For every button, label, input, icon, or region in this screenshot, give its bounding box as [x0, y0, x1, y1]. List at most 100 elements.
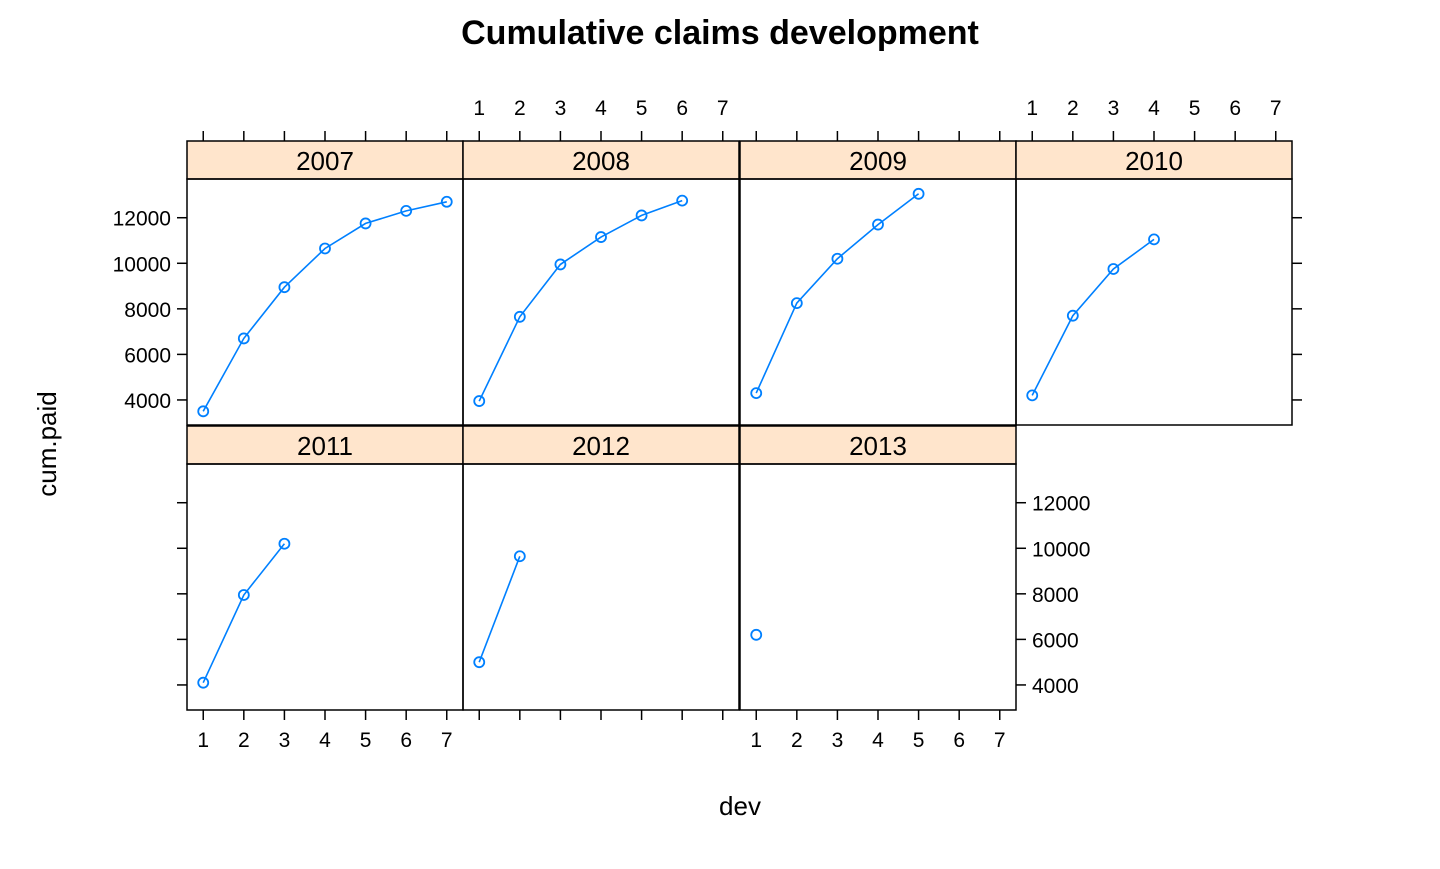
- x-tick-label: 4: [872, 729, 884, 752]
- x-tick-label: 1: [473, 97, 485, 120]
- y-tick-label: 12000: [113, 208, 171, 231]
- data-point-2011-1: [197, 676, 210, 689]
- panel-2012: 2012: [462, 425, 740, 711]
- plot-frame-2008: [462, 178, 740, 426]
- data-point-2010-4: [1148, 233, 1160, 246]
- x-tick-label: 5: [360, 729, 372, 752]
- y-tick-label: 4000: [1032, 675, 1079, 698]
- y-tick-label: 6000: [124, 344, 171, 367]
- panel-2010: 2010: [1015, 140, 1293, 426]
- data-point-2013-1: [750, 628, 763, 641]
- x-tick-label: 2: [791, 729, 803, 752]
- data-point-2008-3: [554, 258, 567, 271]
- y-tick-label: 12000: [1032, 493, 1090, 516]
- strip-2013: [739, 425, 1017, 465]
- panel-2008: 2008: [462, 140, 740, 426]
- series-line-2011: [202, 543, 286, 684]
- y-tick-label: 8000: [124, 299, 171, 322]
- series-line-2010: [1031, 238, 1155, 396]
- panel-2011: 2011: [186, 425, 464, 711]
- plot-frame-2013: [739, 463, 1017, 711]
- data-point-2007-2: [237, 332, 250, 345]
- data-point-2009-4: [872, 218, 884, 231]
- strip-label-2008: 2008: [572, 146, 630, 176]
- strip-label-2013: 2013: [849, 431, 907, 461]
- x-tick-label: 7: [717, 97, 729, 120]
- series-line-2008: [478, 199, 683, 402]
- data-point-2007-6: [400, 204, 413, 217]
- strip-2012: [462, 425, 740, 465]
- data-point-2010-2: [1066, 309, 1079, 322]
- data-point-2009-5: [912, 187, 925, 200]
- x-tick-label: 3: [832, 729, 844, 752]
- x-tick-label: 6: [1229, 97, 1241, 120]
- data-point-2007-3: [278, 281, 291, 294]
- data-point-2011-3: [278, 537, 291, 550]
- data-point-2007-4: [319, 242, 331, 255]
- x-tick-label: 3: [555, 97, 567, 120]
- strip-label-2011: 2011: [297, 431, 353, 461]
- data-point-2007-5: [359, 217, 372, 230]
- x-tick-label: 1: [1026, 97, 1038, 120]
- axes-layer: 1 2 3 4 5 6 7 1 2 3 4 5 6 7 1 2 3 4 5 6 7 1 2 3 4 5 6 7 4000 6000 8000…: [113, 97, 1302, 752]
- plot-frame-2012: [462, 463, 740, 711]
- x-tick-label: 5: [636, 97, 648, 120]
- x-tick-label: 6: [953, 729, 965, 752]
- plot-frame-2011: [186, 463, 464, 711]
- data-point-2009-3: [831, 252, 844, 265]
- x-tick-label: 6: [400, 729, 412, 752]
- x-tick-label: 5: [913, 729, 925, 752]
- x-axis-title: dev: [719, 791, 761, 821]
- x-tick-label: 7: [441, 729, 453, 752]
- strip-label-2009: 2009: [849, 146, 907, 176]
- panels-layer: 2007 2008 2009 2010 2011 2012 2013 1 2 3 4 5 6 7 1 2 3 4 5…: [113, 97, 1302, 752]
- x-tick-label: 7: [994, 729, 1006, 752]
- strip-label-2012: 2012: [572, 431, 630, 461]
- x-tick-label: 5: [1189, 97, 1201, 120]
- data-point-2011-2: [237, 589, 250, 601]
- data-point-2007-7: [440, 195, 453, 208]
- y-tick-label: 10000: [113, 253, 171, 276]
- x-tick-label: 2: [238, 729, 250, 752]
- data-point-2009-2: [790, 297, 803, 310]
- y-tick-label: 10000: [1032, 538, 1090, 561]
- data-point-2008-2: [513, 310, 526, 323]
- data-point-2008-5: [635, 209, 648, 222]
- x-tick-label: 4: [595, 97, 607, 120]
- data-point-2007-1: [197, 405, 210, 418]
- strip-label-2010: 2010: [1125, 146, 1183, 176]
- panel-2007: 2007: [186, 140, 464, 426]
- strip-2010: [1015, 140, 1293, 180]
- x-tick-label: 7: [1270, 97, 1282, 120]
- y-axis-title: cum.paid: [32, 391, 62, 497]
- chart-title: Cumulative claims development: [461, 14, 979, 52]
- strip-2007: [186, 140, 464, 180]
- y-tick-label: 6000: [1032, 629, 1079, 652]
- plot-frame-2009: [739, 178, 1017, 426]
- x-tick-label: 1: [197, 729, 209, 752]
- x-tick-label: 2: [1067, 97, 1079, 120]
- data-point-2009-1: [750, 387, 763, 400]
- plot-frame-2007: [186, 178, 464, 426]
- data-point-2008-4: [595, 231, 607, 243]
- x-tick-label: 1: [750, 729, 762, 752]
- x-tick-label: 2: [514, 97, 526, 120]
- panel-2013: 2013: [739, 425, 1017, 711]
- data-point-2012-1: [473, 656, 486, 669]
- data-point-2010-3: [1107, 263, 1120, 275]
- panel-2009: 2009: [739, 140, 1017, 426]
- x-tick-label: 4: [319, 729, 331, 752]
- x-tick-label: 3: [1108, 97, 1120, 120]
- series-line-2012: [478, 556, 521, 663]
- x-tick-label: 6: [676, 97, 688, 120]
- y-tick-label: 8000: [1032, 584, 1079, 607]
- series-line-2007: [202, 201, 447, 412]
- series-line-2009: [755, 193, 920, 394]
- y-tick-label: 4000: [124, 390, 171, 413]
- x-tick-label: 3: [279, 729, 291, 752]
- data-point-2008-6: [676, 194, 689, 207]
- data-point-2008-1: [473, 395, 486, 407]
- strip-label-2007: 2007: [296, 146, 354, 176]
